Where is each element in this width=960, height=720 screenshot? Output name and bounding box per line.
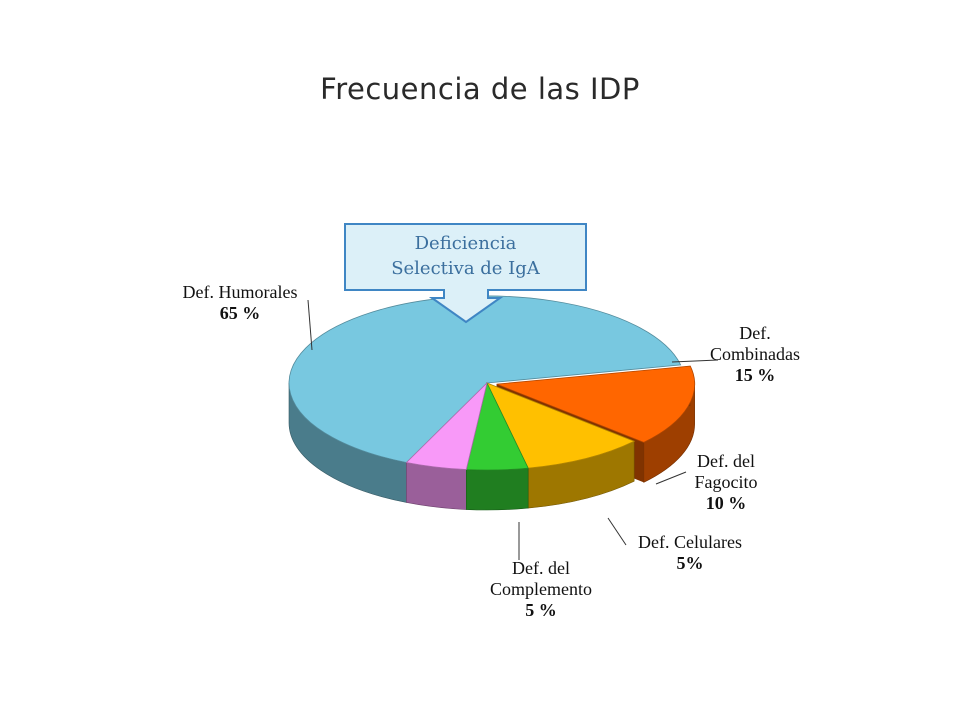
callout-shape <box>344 223 587 324</box>
pie-slice-1 <box>496 365 695 443</box>
slice-name-4-0: Def. del <box>512 558 570 578</box>
slice-value-3: 5% <box>677 553 704 573</box>
slice-name-2-0: Def. del <box>697 451 755 471</box>
slice-value-4: 5 % <box>525 600 557 620</box>
leader-line-3 <box>607 517 627 546</box>
slice-name-3-0: Def. Celulares <box>638 532 742 552</box>
slice-name-2-1: Fagocito <box>695 472 758 492</box>
pie-side-4-0 <box>406 462 467 510</box>
slice-value-1: 15 % <box>735 365 776 385</box>
slice-value-0: 65 % <box>220 303 261 323</box>
callout-line-1: Selectiva de IgA <box>391 258 541 279</box>
leader-line-1 <box>671 359 719 363</box>
slice-name-1-1: Combinadas <box>710 344 800 364</box>
leader-line-0 <box>307 299 313 351</box>
callout-line-0: Deficiencia <box>415 233 517 254</box>
callout-annotation: Deficiencia Selectiva de IgA <box>344 223 587 324</box>
pie-slice-4 <box>405 381 488 470</box>
pie-side-3-0 <box>466 467 529 511</box>
slice-name-1-0: Def. <box>739 323 770 343</box>
slice-value-2: 10 % <box>706 493 747 513</box>
slice-name-4-1: Complemento <box>490 579 592 599</box>
chart-title: Frecuencia de las IDP <box>320 72 640 106</box>
slice-name-0-0: Def. Humorales <box>183 282 298 302</box>
pie-tops <box>288 295 695 471</box>
leader-line-2 <box>655 471 687 485</box>
leader-lines <box>307 299 719 560</box>
pie-slice-2 <box>486 382 636 469</box>
pie-slice-0 <box>288 295 682 463</box>
